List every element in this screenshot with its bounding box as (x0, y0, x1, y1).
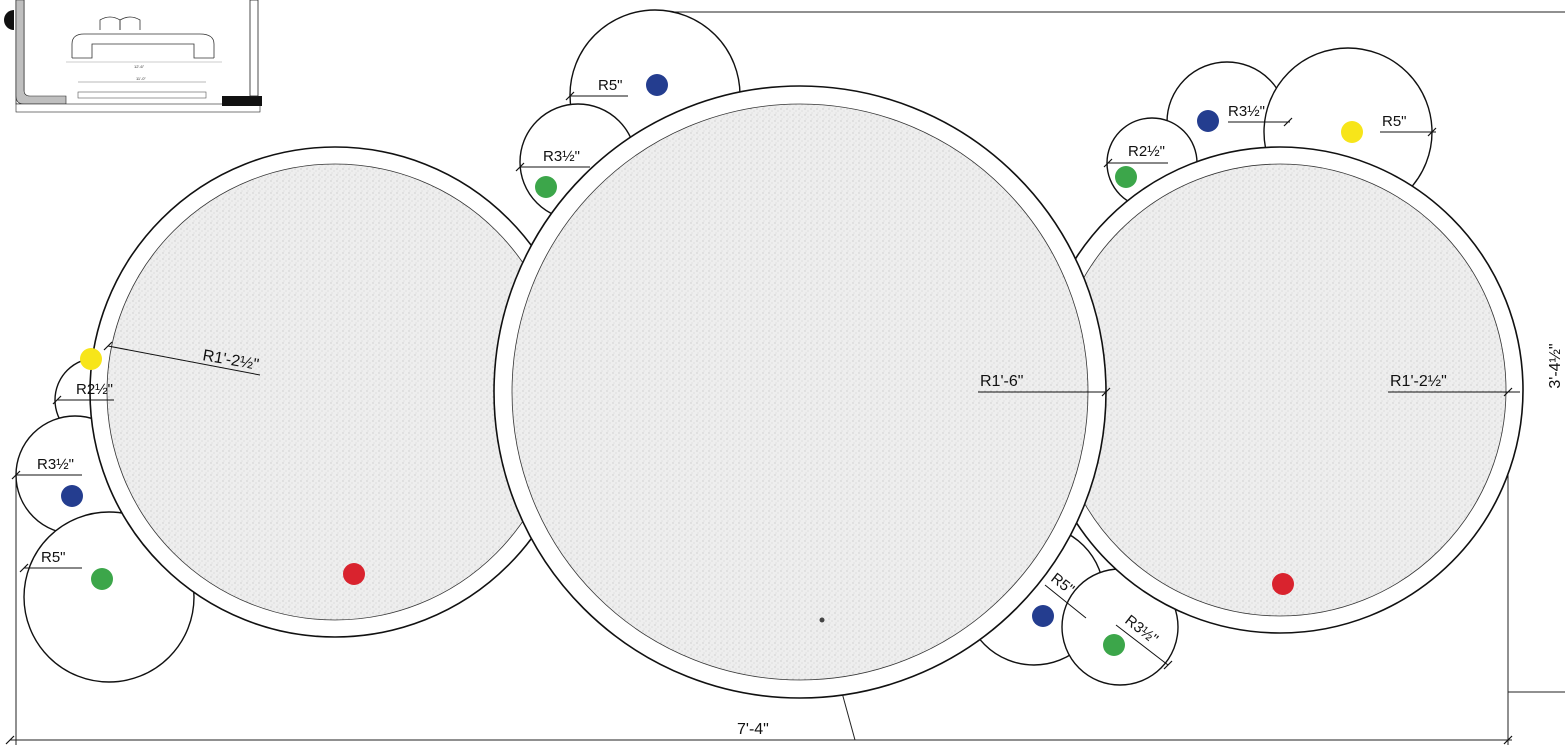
overall-height-dimension: 3'-4½" (1547, 343, 1564, 388)
dot-green-top-center (535, 176, 557, 198)
thumbnail-dim-lower: 11'-0" (136, 76, 146, 81)
leader-lines (16, 95, 1520, 666)
dot-blue-left (61, 485, 83, 507)
overall-width-dimension: 7'-4" (737, 721, 769, 738)
dot-blue-bottom-right (1032, 605, 1054, 627)
label-small-top-right-mid: R3½" (1228, 103, 1265, 120)
dot-red-right (1272, 573, 1294, 595)
dot-yellow-left (80, 348, 102, 370)
label-small-top-right-large: R5" (1382, 113, 1407, 130)
dot-green-top-right (1115, 166, 1137, 188)
label-small-top-center-large: R5" (598, 77, 623, 94)
dot-green-bottom-right (1103, 634, 1125, 656)
label-small-top-right-small: R2½" (1128, 143, 1165, 160)
label-table-right-radius: R1'-2½" (1390, 373, 1447, 390)
table-left (89, 146, 581, 638)
dot-blue-top-right (1197, 110, 1219, 132)
dot-green-left (91, 568, 113, 590)
dot-red-left (343, 563, 365, 585)
label-small-left-large: R5" (41, 549, 66, 566)
label-table-center-radius: R1'-6" (980, 373, 1023, 390)
label-small-left-small: R2½" (76, 381, 113, 398)
table-right (1036, 146, 1524, 634)
dot-yellow-top-right (1341, 121, 1363, 143)
plan-thumbnail: 12'-6" 11'-0" (0, 0, 262, 113)
table-center (493, 85, 1107, 699)
dot-blue-top-center (646, 74, 668, 96)
label-small-top-center-small: R3½" (543, 148, 580, 165)
dots (61, 74, 1363, 656)
tick-marks (5, 91, 1513, 745)
label-small-left-mid: R3½" (37, 456, 74, 473)
thumbnail-dim-upper: 12'-6" (134, 64, 145, 69)
